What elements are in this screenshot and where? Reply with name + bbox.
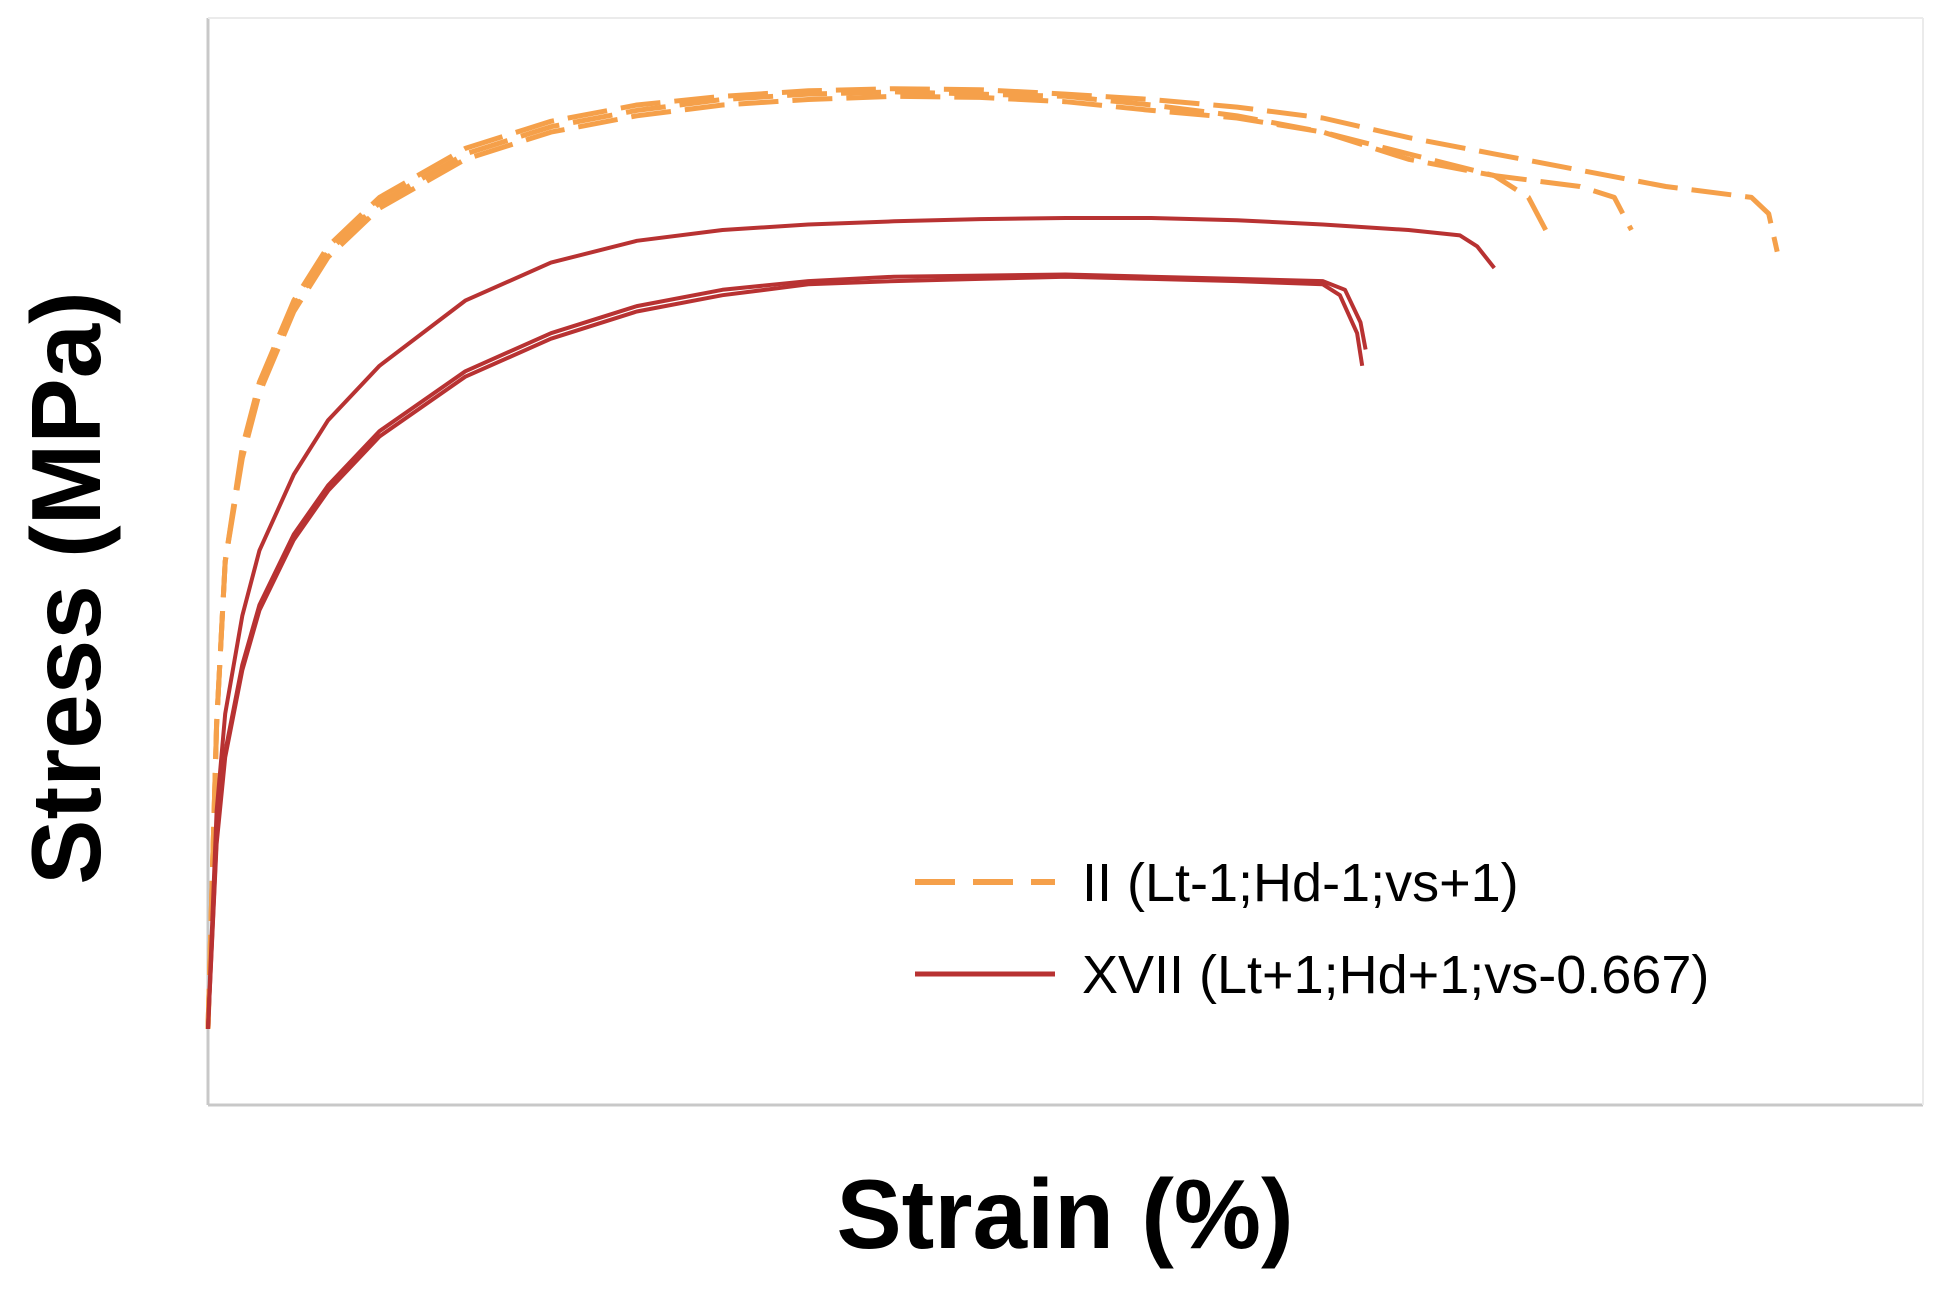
series-1-curve-3	[205, 86, 1780, 1029]
series-1-curve-2	[205, 93, 1634, 1029]
y-axis-title: Stress (MPa)	[11, 291, 121, 885]
series-2	[206, 216, 1496, 1029]
legend: II (Lt-1;Hd-1;vs+1) XVII (Lt+1;Hd+1;vs-0…	[915, 853, 1709, 1005]
series-2-curve-1	[206, 216, 1496, 1029]
series-1	[205, 86, 1780, 1029]
series-layer	[205, 86, 1780, 1029]
legend-label-series-2: XVII (Lt+1;Hd+1;vs-0.667)	[1082, 945, 1709, 1005]
x-axis-title: Strain (%)	[836, 1159, 1293, 1269]
series-2-curve-3	[206, 272, 1368, 1029]
legend-label-series-1: II (Lt-1;Hd-1;vs+1)	[1082, 853, 1519, 913]
